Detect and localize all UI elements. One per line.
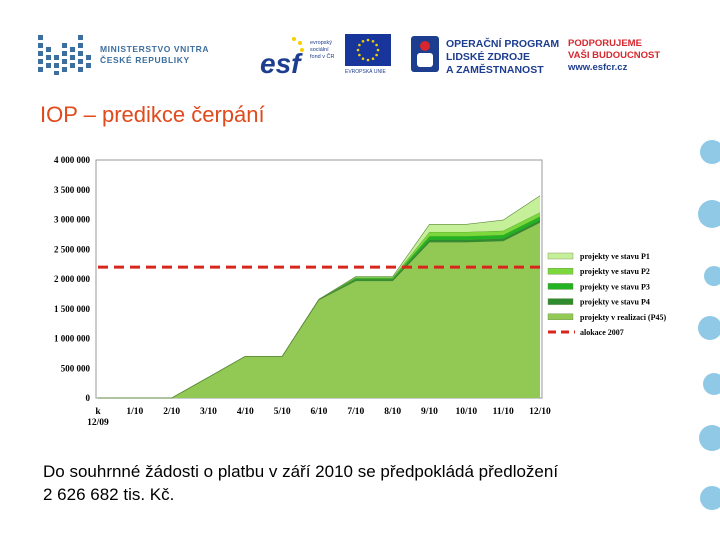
slogan: PODPORUJEME VAŠI BUDOUCNOST www.esfcr.cz [568, 38, 660, 74]
legend: projekty ve stavu P1 projekty ve stavu P2… [547, 252, 666, 337]
footer-note: Do souhrnné žádosti o platbu v září 2010… [43, 460, 663, 506]
eu-flag-icon [345, 34, 391, 66]
legend-label: alokace 2007 [580, 328, 624, 337]
x-tick-label: k 12/09 [87, 407, 109, 428]
x-tick-label: 3/10 [200, 407, 217, 417]
esf-caption-line-3: fond v ČR [310, 54, 335, 60]
legend-label: projekty ve stavu P3 [580, 282, 650, 291]
x-tick-label: 9/10 [421, 407, 438, 417]
esf-mark: esf [260, 48, 303, 77]
slide-title: IOP – predikce čerpání [40, 102, 265, 127]
legend-swatch [547, 267, 574, 275]
x-tick-label: 12/10 [529, 407, 551, 417]
x-tick-label: 2/10 [163, 407, 180, 417]
op-line-1: OPERAČNÍ PROGRAM [446, 38, 560, 50]
esf-caption-line-1: evropský [310, 40, 333, 46]
ministry-name: MINISTERSTVO VNITRA ČESKÉ REPUBLIKY [100, 44, 209, 66]
x-axis-ticks: k 12/09 1/10 2/10 3/10 4/10 5/10 6/10 7/10 8/10 9/… [87, 407, 551, 428]
decorative-shapes-icon [688, 120, 720, 545]
op-line-3: A ZAMĚSTNANOST [446, 64, 544, 76]
footer-line-2: 2 626 682 tis. Kč. [43, 485, 175, 504]
legend-label: projekty ve stavu P2 [580, 267, 650, 276]
legend-swatch [547, 313, 574, 321]
y-tick-label: 0 [86, 393, 91, 403]
footer-line-1: Do souhrnné žádosti o platbu v září 2010… [43, 462, 559, 481]
op-line-2: LIDSKÉ ZDROJE [446, 51, 531, 63]
area-series-edge [98, 195, 541, 399]
legend-swatch [547, 252, 574, 260]
esf-logo-icon: esf [258, 33, 308, 79]
chart-svg: 0 500 000 1 000 000 1 500 000 2 000 000 2 500… [54, 155, 666, 428]
chart: 0 500 000 1 000 000 1 500 000 2 000 000 2 500… [36, 150, 676, 440]
eu-caption: EVROPSKÁ UNIE [345, 69, 386, 75]
y-axis-ticks: 0 500 000 1 000 000 1 500 000 2 000 000 2 500… [54, 155, 91, 403]
y-tick-label: 2 500 000 [54, 244, 91, 254]
x-tick-label: 7/10 [347, 407, 364, 417]
ministry-logo-icon [36, 33, 96, 82]
x-tick-label: 8/10 [384, 407, 401, 417]
y-tick-label: 3 500 000 [54, 185, 91, 195]
x-tick-label: 11/10 [493, 407, 514, 417]
y-tick-label: 1 000 000 [54, 334, 91, 344]
chart-areas [98, 195, 541, 399]
esf-caption-line-2: sociální [310, 47, 329, 53]
ministry-line-1: MINISTERSTVO VNITRA [100, 44, 210, 54]
x-tick-label: 6/10 [311, 407, 328, 417]
x-tick-label: 5/10 [274, 407, 291, 417]
slogan-url: www.esfcr.cz [568, 62, 628, 73]
slogan-line-2: VAŠI BUDOUCNOST [568, 50, 661, 61]
legend-label: projekty v realizaci (P45) [580, 313, 666, 322]
esf-caption: evropský sociální fond v ČR [310, 40, 334, 61]
y-tick-label: 3 000 000 [54, 215, 91, 225]
x-tick-label: 10/10 [456, 407, 478, 417]
area-series [98, 222, 540, 398]
y-tick-label: 500 000 [61, 363, 91, 373]
header: MINISTERSTVO VNITRA ČESKÉ REPUBLIKY esf … [0, 0, 720, 92]
slogan-line-1: PODPORUJEME [568, 38, 642, 49]
y-tick-label: 4 000 000 [54, 155, 91, 165]
legend-label: projekty ve stavu P4 [580, 298, 650, 307]
y-tick-label: 2 000 000 [54, 274, 91, 284]
ministry-line-2: ČESKÉ REPUBLIKY [100, 55, 190, 65]
legend-swatch [547, 283, 574, 290]
y-tick-label: 1 500 000 [54, 304, 91, 314]
legend-label: projekty ve stavu P1 [580, 252, 650, 261]
op-person-icon [409, 34, 441, 79]
op-program-name: OPERAČNÍ PROGRAM LIDSKÉ ZDROJE A ZAMĚSTN… [446, 38, 559, 77]
x-tick-label: 1/10 [126, 407, 143, 417]
legend-swatch [547, 298, 574, 305]
x-tick-label: 4/10 [237, 407, 254, 417]
